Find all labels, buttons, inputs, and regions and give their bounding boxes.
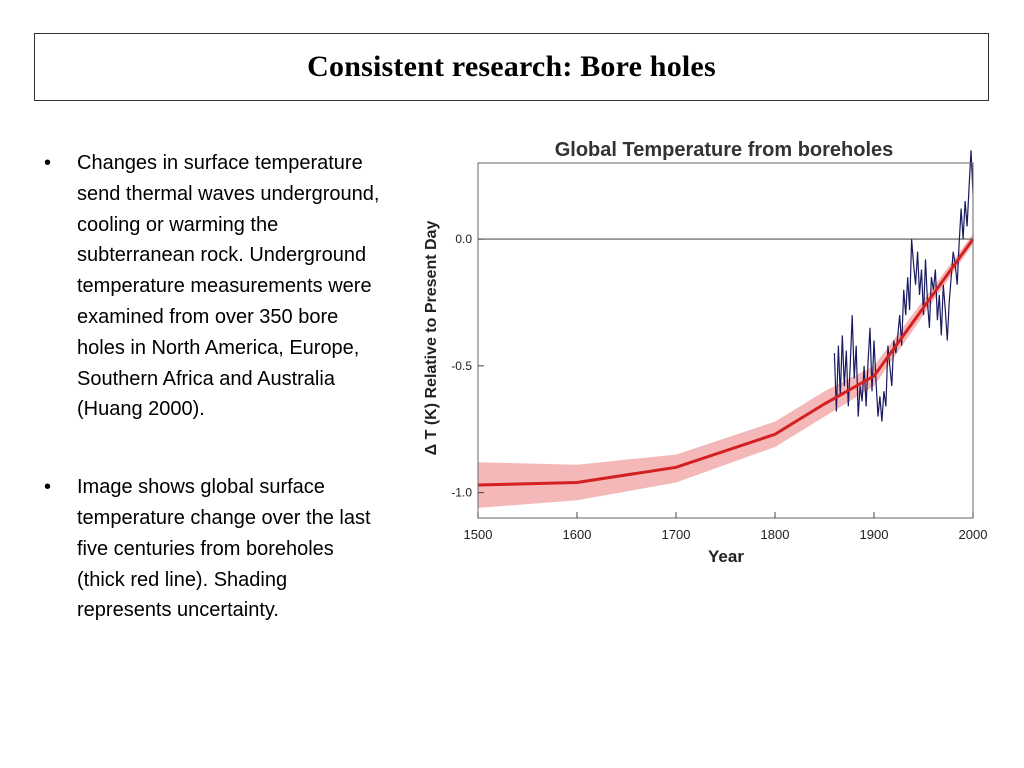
borehole-series-line — [477, 238, 975, 487]
title-box: Consistent research: Bore holes — [34, 33, 989, 101]
plot-area: 1500 1600 1700 1800 1900 2000 0.0 -0.5 -1.0 — [451, 150, 987, 542]
bullet-marker-icon: • — [44, 476, 52, 499]
y-tick-label: -0.5 — [451, 359, 472, 373]
bullet-list: • Changes in surface temperature send th… — [40, 148, 385, 626]
x-tick-label: 1700 — [662, 527, 691, 542]
chart-title: Global Temperature from boreholes — [555, 139, 894, 161]
instrumental-series-line — [833, 150, 974, 422]
bullet-item: • Image shows global surface temperature… — [40, 472, 385, 626]
chart-container: Global Temperature from boreholes 1500 16… — [410, 128, 1000, 573]
bullet-item: • Changes in surface temperature send th… — [40, 148, 385, 425]
bullet-text: Image shows global surface temperature c… — [77, 476, 371, 622]
uncertainty-band — [478, 234, 973, 508]
y-axis-label: Δ T (K) Relative to Present Day — [423, 221, 440, 456]
x-tick-label: 1900 — [860, 527, 889, 542]
x-tick-label: 1600 — [563, 527, 592, 542]
slide-title: Consistent research: Bore holes — [307, 50, 716, 83]
plot-frame — [477, 162, 974, 519]
x-tick-label: 2000 — [959, 527, 988, 542]
borehole-temperature-chart: Global Temperature from boreholes 1500 16… — [423, 139, 987, 566]
x-tick-label: 1800 — [761, 527, 790, 542]
y-tick-label: -1.0 — [451, 486, 472, 500]
bullet-marker-icon: • — [44, 152, 52, 174]
x-tick-label: 1500 — [464, 527, 493, 542]
x-axis-label: Year — [708, 547, 744, 566]
y-tick-label: 0.0 — [455, 232, 472, 246]
bullet-text: Changes in surface temperature send ther… — [77, 152, 380, 421]
